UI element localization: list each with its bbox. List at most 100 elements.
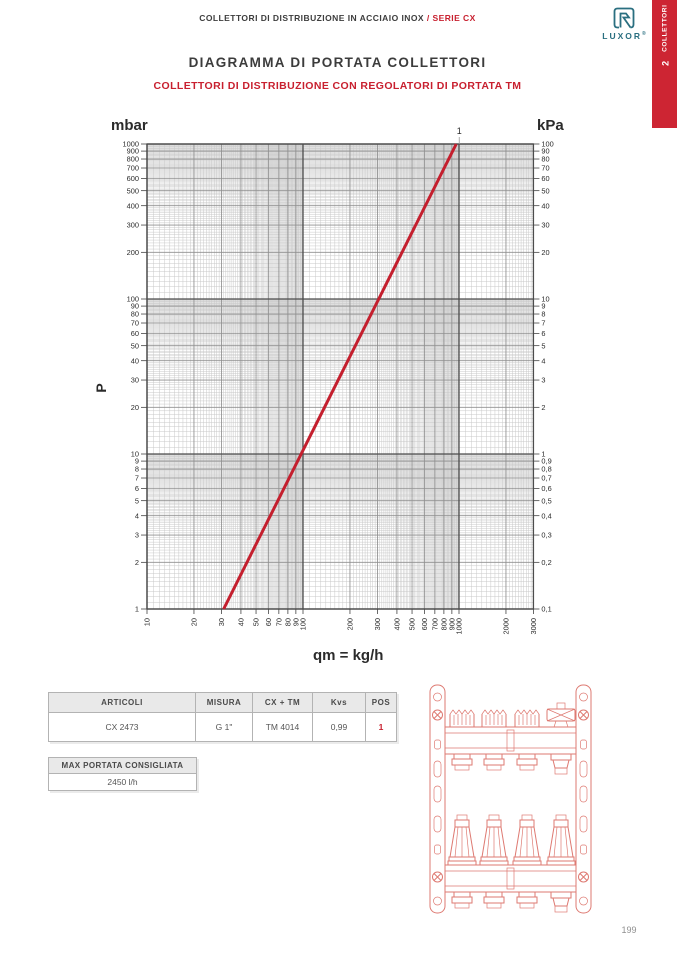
y-left-tick-label: 4 <box>135 511 139 520</box>
luxor-logo: LUXOR® <box>598 6 650 40</box>
y-right-tick-label: 0,5 <box>541 496 551 505</box>
x-tick-label: 10 <box>143 618 152 626</box>
spec-table-row: CX 2473 G 1" TM 4014 0,99 1 <box>49 713 396 741</box>
y-left-tick-label: 6 <box>135 484 139 493</box>
series-label: 1 <box>457 126 462 136</box>
x-tick-label: 1000 <box>455 618 464 634</box>
y-left-tick-label: 7 <box>135 474 139 483</box>
x-tick-label: 60 <box>264 618 273 626</box>
x-tick-label: 80 <box>284 618 293 626</box>
x-tick-label: 400 <box>393 618 402 630</box>
y-right-tick-label: 30 <box>541 221 549 230</box>
spec-table-header-cxtm: CX + TM <box>253 693 313 712</box>
y-left-tick-label: 100 <box>127 295 139 304</box>
y-right-tick-label: 1 <box>541 450 545 459</box>
y-right-tick-label: 6 <box>541 329 545 338</box>
y-right-tick-label: 2 <box>541 403 545 412</box>
y-left-tick-label: 800 <box>127 155 139 164</box>
manifold-technical-drawing <box>429 684 592 914</box>
chart-series: 1 <box>222 126 462 610</box>
flow-rate-chart: 1000900800700600500400300200100908070605… <box>93 117 564 664</box>
x-tick-label: 700 <box>431 618 440 630</box>
x-tick-label: 800 <box>440 618 449 630</box>
y-left-tick-label: 1 <box>135 605 139 614</box>
spec-table-header-pos: POS <box>371 698 391 707</box>
max-portata-box: MAX PORTATA CONSIGLIATA 2450 l/h <box>48 757 197 791</box>
chart-grid <box>146 143 535 610</box>
y-right-tick-label: 90 <box>541 147 549 156</box>
y-left-tick-label: 90 <box>131 302 139 311</box>
y-axis-label: P <box>93 383 109 392</box>
breadcrumb: COLLETTORI DI DISTRIBUZIONE IN ACCIAIO I… <box>60 13 615 23</box>
spec-table-header-kvs: Kvs <box>313 693 366 712</box>
y-left-tick-label: 600 <box>127 174 139 183</box>
page-title: DIAGRAMMA DI PORTATA COLLETTORI <box>188 55 487 70</box>
y-left-tick-label: 900 <box>127 147 139 156</box>
y-left-tick-label: 8 <box>135 465 139 474</box>
y-right-tick-label: 9 <box>541 302 545 311</box>
y-left-tick-label: 30 <box>131 376 139 385</box>
y-right-tick-label: 50 <box>541 186 549 195</box>
spec-table-header-articoli: ARTICOLI <box>49 693 196 712</box>
y-right-tick-label: 60 <box>541 174 549 183</box>
y-right-tick-label: 8 <box>541 310 545 319</box>
x-tick-label: 300 <box>373 618 382 630</box>
page-subtitle: COLLETTORI DI DISTRIBUZIONE CON REGOLATO… <box>153 80 522 92</box>
y-left-tick-label: 50 <box>131 341 139 350</box>
y-left-tick-label: 2 <box>135 558 139 567</box>
chart-ticks: 1000900800700600500400300200100908070605… <box>123 140 554 635</box>
x-tick-label: 100 <box>299 618 308 630</box>
spec-table-header-row: ARTICOLI MISURA CX + TM Kvs POS <box>49 693 396 713</box>
section-tab: 2 COLLETTORI <box>652 0 677 128</box>
y-left-tick-label: 200 <box>127 248 139 257</box>
x-tick-label: 900 <box>448 618 457 630</box>
y-left-tick-label: 400 <box>127 201 139 210</box>
y-left-tick-label: 700 <box>127 164 139 173</box>
x-tick-label: 50 <box>252 618 261 626</box>
y-left-tick-label: 9 <box>135 457 139 466</box>
breadcrumb-accent: / SERIE CX <box>424 13 476 23</box>
luxor-logo-text: LUXOR <box>602 30 643 41</box>
y-left-tick-label: 20 <box>131 403 139 412</box>
x-tick-label: 20 <box>190 618 199 626</box>
spec-table: ARTICOLI MISURA CX + TM Kvs POS CX 2473 … <box>48 692 397 742</box>
x-tick-label: 3000 <box>529 618 538 634</box>
y-right-tick-label: 0,9 <box>541 457 551 466</box>
y-left-tick-label: 1000 <box>123 140 139 149</box>
y-right-tick-label: 20 <box>541 248 549 257</box>
section-tab-label: COLLETTORI <box>661 4 668 52</box>
y-right-tick-label: 70 <box>541 164 549 173</box>
y-left-tick-label: 40 <box>131 356 139 365</box>
y-right-tick-label: 0,8 <box>541 465 551 474</box>
y-left-tick-label: 60 <box>131 329 139 338</box>
chart-axis-labels: mbar kPa Pqm = kg/h <box>93 117 564 664</box>
x-tick-label: 30 <box>217 618 226 626</box>
y-right-tick-label: 0,1 <box>541 605 551 614</box>
x-tick-label: 200 <box>346 618 355 630</box>
y-right-tick-label: 40 <box>541 201 549 210</box>
y-left-unit-label: mbar <box>111 117 148 134</box>
x-tick-label: 500 <box>408 618 417 630</box>
spec-cell-cxtm: TM 4014 <box>253 713 313 741</box>
y-left-tick-label: 300 <box>127 221 139 230</box>
y-right-tick-label: 0,2 <box>541 558 551 567</box>
luxor-logo-reg: ® <box>642 31 646 37</box>
x-tick-label: 40 <box>237 618 246 626</box>
y-left-tick-label: 80 <box>131 310 139 319</box>
page-number: 199 <box>621 925 637 935</box>
y-right-tick-label: 4 <box>541 356 545 365</box>
y-left-tick-label: 5 <box>135 496 139 505</box>
spec-cell-misura: G 1" <box>196 713 253 741</box>
x-tick-label: 90 <box>292 618 301 626</box>
series-line <box>222 143 458 610</box>
breadcrumb-plain: COLLETTORI DI DISTRIBUZIONE IN ACCIAIO I… <box>199 13 425 23</box>
luxor-logo-icon <box>613 7 635 29</box>
spec-table-header-misura: MISURA <box>196 693 253 712</box>
x-tick-label: 70 <box>275 618 284 626</box>
max-portata-value: 2450 l/h <box>107 777 138 787</box>
y-right-tick-label: 5 <box>541 341 545 350</box>
max-portata-label: MAX PORTATA CONSIGLIATA <box>49 758 196 774</box>
section-tab-number: 2 <box>659 60 670 66</box>
spec-cell-kvs: 0,99 <box>313 713 366 741</box>
